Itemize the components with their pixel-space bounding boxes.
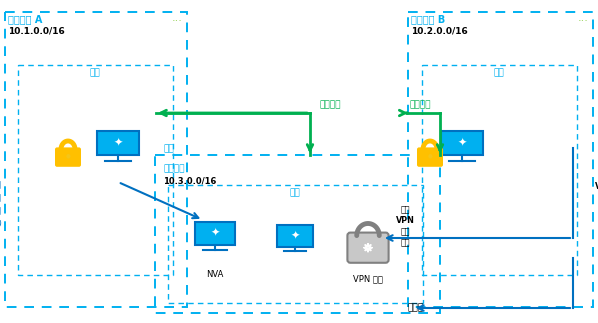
Text: ✦: ✦ [113, 138, 123, 148]
Text: 子网: 子网 [493, 68, 504, 77]
Bar [168, 185, 423, 303]
Text: 虚拟网络 B: 虚拟网络 B [411, 14, 446, 24]
Text: ···: ··· [578, 16, 589, 26]
Bar [18, 65, 173, 275]
Text: ✦: ✦ [290, 230, 300, 240]
Text: 10.3.0.0/16: 10.3.0.0/16 [163, 177, 216, 186]
Bar [422, 65, 577, 275]
Bar [195, 222, 235, 245]
Bar [408, 12, 593, 307]
FancyBboxPatch shape [55, 147, 81, 167]
Text: 定义: 定义 [0, 193, 2, 203]
Bar [277, 225, 313, 246]
Text: ✦: ✦ [457, 138, 466, 148]
Bar [5, 12, 187, 307]
Text: 虚拟网络: 虚拟网络 [163, 164, 185, 173]
Text: 路由: 路由 [0, 206, 2, 215]
Text: 用户: 用户 [0, 181, 2, 190]
Text: ●: ● [428, 154, 432, 159]
Text: ●: ● [66, 154, 71, 159]
Text: ···: ··· [425, 159, 436, 169]
Bar [97, 131, 139, 155]
Bar [155, 155, 440, 313]
Text: 对等互连: 对等互连 [409, 100, 431, 109]
Text: 到本地: 到本地 [408, 304, 424, 312]
Text: 允许
VPN
网关
传输: 允许 VPN 网关 传输 [396, 205, 415, 247]
Text: 使用
远程
VPN
网关: 使用 远程 VPN 网关 [595, 160, 598, 202]
Text: 10.2.0.0/16: 10.2.0.0/16 [411, 26, 468, 35]
Text: (UDR): (UDR) [0, 220, 2, 228]
Text: 中心: 中心 [163, 144, 174, 153]
Text: 子网: 子网 [90, 68, 100, 77]
FancyBboxPatch shape [347, 233, 389, 263]
Text: VPN 网关: VPN 网关 [353, 274, 383, 283]
Bar [441, 131, 483, 155]
Text: NVA: NVA [206, 270, 224, 279]
Text: ✦: ✦ [210, 228, 219, 238]
Text: 子网: 子网 [289, 188, 300, 197]
Text: 虚拟网络 A: 虚拟网络 A [8, 14, 42, 24]
Text: 对等互连: 对等互连 [319, 100, 341, 109]
FancyBboxPatch shape [417, 147, 443, 167]
Text: 10.1.0.0/16: 10.1.0.0/16 [8, 26, 65, 35]
Text: ···: ··· [172, 16, 183, 26]
